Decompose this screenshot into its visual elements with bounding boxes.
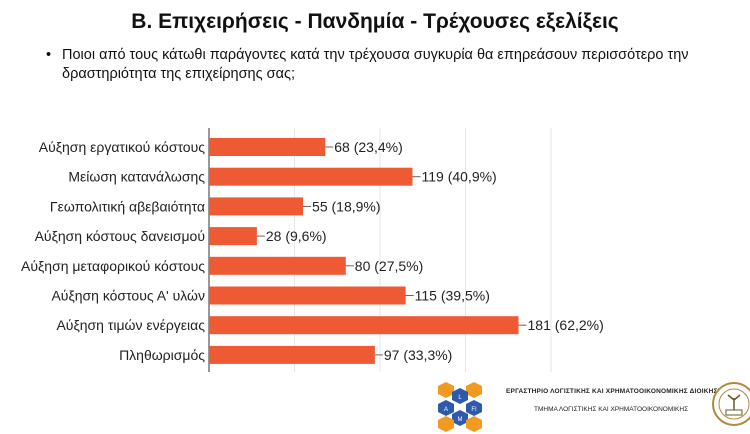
bar xyxy=(209,197,304,216)
lafim-logo: L A FI M xyxy=(438,382,482,432)
category-label: Γεωπολιτική αβεβαιότητα xyxy=(50,198,205,214)
data-label: 97 (33,3%) xyxy=(384,347,452,363)
bullet-icon: • xyxy=(46,47,52,63)
lab-name: ΕΡΓΑΣΤΗΡΙΟ ΛΟΓΙΣΤΙΚΗΣ ΚΑΙ ΧΡΗΜΑΤΟΟΙΚΟΝΟΜ… xyxy=(506,388,727,395)
svg-text:A: A xyxy=(444,407,448,413)
question-text: • Ποιοι από τους κάτωθι παράγοντες κατά τ… xyxy=(46,46,722,84)
category-label: Μείωση κατανάλωσης xyxy=(68,169,205,185)
bar xyxy=(209,345,375,364)
svg-text:FI: FI xyxy=(471,407,477,413)
bar xyxy=(209,256,346,275)
data-label: 181 (62,2%) xyxy=(528,317,604,333)
category-label: Αύξηση κόστους δανεισμού xyxy=(35,228,205,244)
department-name: ΤΜΗΜΑ ΛΟΓΙΣΤΙΚΗΣ ΚΑΙ ΧΡΗΜΑΤΟΟΙΚΟΝΟΜΙΚΗΣ xyxy=(534,406,689,413)
bar xyxy=(209,286,406,305)
slide-title: Β. Επιχειρήσεις - Πανδημία - Τρέχουσες ε… xyxy=(131,10,619,33)
category-label: Αύξηση τιμών ενέργειας xyxy=(56,317,205,333)
svg-text:L: L xyxy=(458,395,462,401)
svg-text:M: M xyxy=(458,417,463,423)
category-label: Πληθωρισμός xyxy=(119,347,205,363)
bar xyxy=(209,316,519,335)
bar xyxy=(209,167,413,186)
data-label: 119 (40,9%) xyxy=(421,169,496,185)
question: Ποιοι από τους κάτωθι παράγοντες κατά τη… xyxy=(62,47,689,82)
bar xyxy=(209,138,326,156)
data-label: 68 (23,4%) xyxy=(334,139,402,155)
category-label: Αύξηση εργατικού κόστους xyxy=(39,139,205,155)
category-label: Αύξηση κόστους Α' υλών xyxy=(51,288,205,304)
category-label: Αύξηση μεταφορικού κόστους xyxy=(21,258,205,274)
bar xyxy=(209,227,257,246)
data-label: 55 (18,9%) xyxy=(312,198,380,214)
data-label: 28 (9,6%) xyxy=(266,228,327,244)
data-label: 115 (39,5%) xyxy=(415,288,490,304)
footer: L A FI M ΕΡΓΑΣΤΗΡΙΟ ΛΟΓΙΣΤΙΚΗΣ ΚΑΙ ΧΡΗΜΑ… xyxy=(430,378,750,432)
data-label: 80 (27,5%) xyxy=(355,258,423,274)
university-seal xyxy=(712,382,750,426)
